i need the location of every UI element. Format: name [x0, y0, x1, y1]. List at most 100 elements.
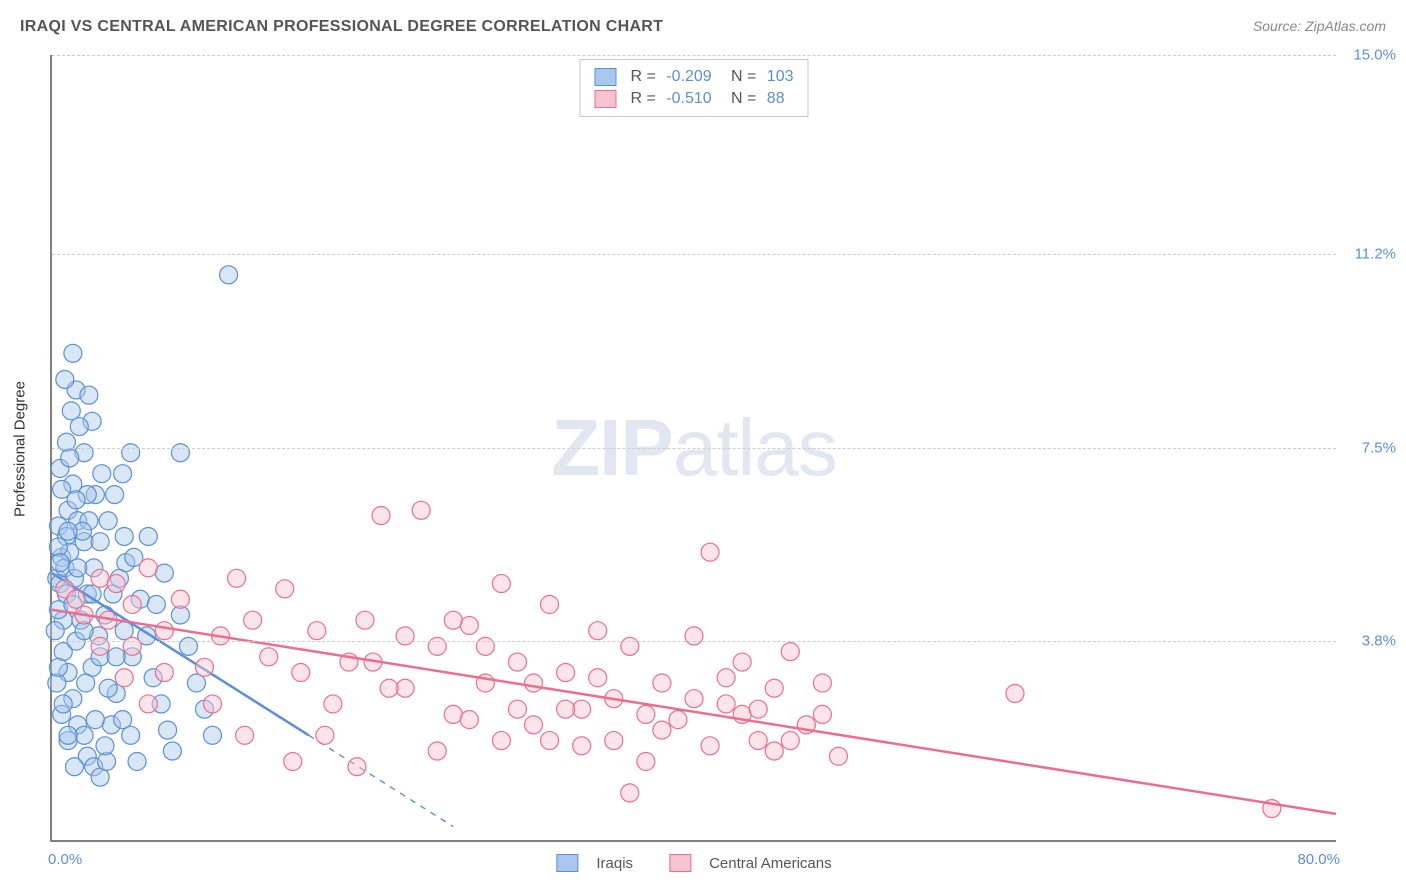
scatter-point [77, 674, 95, 692]
legend-r-label: R = [631, 90, 661, 108]
scatter-point [49, 658, 67, 676]
x-tick-max: 80.0% [1297, 851, 1340, 868]
scatter-point [195, 658, 213, 676]
scatter-point [749, 732, 767, 750]
scatter-point [717, 669, 735, 687]
scatter-point [70, 418, 88, 436]
scatter-point [284, 753, 302, 771]
scatter-point [123, 596, 141, 614]
scatter-point [685, 690, 703, 708]
scatter-point [829, 747, 847, 765]
scatter-point [525, 716, 543, 734]
scatter-point [324, 695, 342, 713]
scatter-point [155, 564, 173, 582]
scatter-point [139, 559, 157, 577]
scatter-point [492, 575, 510, 593]
legend-swatch-central [669, 854, 691, 872]
scatter-point [128, 753, 146, 771]
scatter-point [139, 695, 157, 713]
scatter-point [348, 758, 366, 776]
scatter-point [122, 444, 140, 462]
scatter-point [653, 721, 671, 739]
scatter-point [508, 700, 526, 718]
scatter-point [155, 664, 173, 682]
gridline [52, 641, 1336, 642]
series-legend: Iraqis Central Americans [556, 854, 831, 872]
chart-container: Professional Degree ZIPatlas R = -0.209 … [50, 55, 1336, 842]
scatter-point [356, 611, 374, 629]
scatter-point [541, 596, 559, 614]
scatter-point [159, 721, 177, 739]
chart-title: IRAQI VS CENTRAL AMERICAN PROFESSIONAL D… [20, 18, 663, 36]
scatter-point [204, 726, 222, 744]
scatter-point [114, 465, 132, 483]
legend-n-value-central: 88 [767, 90, 785, 108]
scatter-point [669, 711, 687, 729]
scatter-point [316, 726, 334, 744]
y-tick-label: 7.5% [1362, 439, 1396, 456]
scatter-point [557, 664, 575, 682]
x-tick-min: 0.0% [48, 851, 82, 868]
scatter-point [541, 732, 559, 750]
scatter-point [653, 674, 671, 692]
scatter-point [260, 648, 278, 666]
scatter-point [621, 784, 639, 802]
scatter-point [412, 501, 430, 519]
scatter-point [54, 695, 72, 713]
scatter-point [91, 533, 109, 551]
scatter-point [59, 522, 77, 540]
scatter-point [86, 711, 104, 729]
legend-r-value-central: -0.510 [666, 90, 711, 108]
scatter-point [65, 758, 83, 776]
legend-row-central: R = -0.510 N = 88 [595, 88, 794, 110]
scatter-point [61, 449, 79, 467]
scatter-point [244, 611, 262, 629]
scatter-point [573, 737, 591, 755]
scatter-point [717, 695, 735, 713]
scatter-point [380, 679, 398, 697]
scatter-point [220, 266, 238, 284]
legend-r-label: R = [631, 68, 661, 86]
scatter-point [749, 700, 767, 718]
scatter-point [621, 637, 639, 655]
scatter-point [765, 679, 783, 697]
scatter-point [46, 622, 64, 640]
scatter-point [765, 742, 783, 760]
scatter-point [75, 726, 93, 744]
scatter-point [96, 737, 114, 755]
legend-n-value-iraqis: 103 [767, 68, 794, 86]
scatter-point [557, 700, 575, 718]
gridline [52, 55, 1336, 56]
scatter-point [204, 695, 222, 713]
y-tick-label: 3.8% [1362, 633, 1396, 650]
scatter-point [460, 616, 478, 634]
legend-r-value-iraqis: -0.209 [666, 68, 711, 86]
scatter-point [508, 653, 526, 671]
gridline [52, 254, 1336, 255]
y-tick-label: 11.2% [1355, 245, 1396, 262]
scatter-point [460, 711, 478, 729]
scatter-point [492, 732, 510, 750]
scatter-point [444, 611, 462, 629]
scatter-point [781, 732, 799, 750]
scatter-point [69, 559, 87, 577]
scatter-point [56, 370, 74, 388]
legend-n-label: N = [718, 90, 761, 108]
correlation-legend: R = -0.209 N = 103 R = -0.510 N = 88 [580, 59, 809, 117]
source-prefix: Source: [1253, 18, 1305, 34]
scatter-point [813, 705, 831, 723]
scatter-point [115, 527, 133, 545]
swatch-central [595, 90, 617, 108]
scatter-point [228, 569, 246, 587]
scatter-point [64, 344, 82, 362]
scatter-point [637, 705, 655, 723]
legend-n-label: N = [718, 68, 761, 86]
scatter-point [163, 742, 181, 760]
scatter-point [80, 386, 98, 404]
chart-source: Source: ZipAtlas.com [1253, 18, 1386, 34]
gridline [52, 448, 1336, 449]
scatter-point [99, 679, 117, 697]
scatter-point [51, 554, 69, 572]
scatter-point [428, 742, 446, 760]
scatter-point [139, 527, 157, 545]
